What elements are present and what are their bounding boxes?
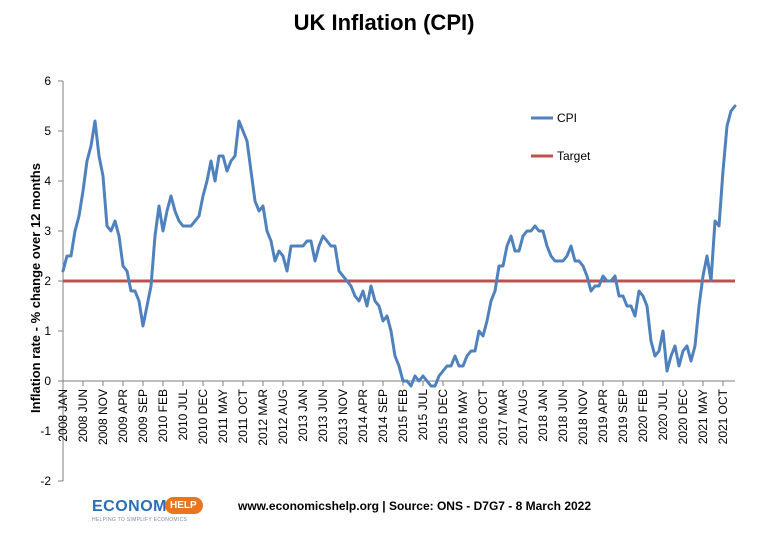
y-tick-label: -1	[40, 424, 51, 438]
y-tick-label: 3	[44, 224, 51, 238]
x-tick-label: 2009 SEP	[136, 389, 150, 443]
legend: CPI Target	[531, 111, 591, 163]
x-tick-label: 2013 JUN	[316, 389, 330, 442]
x-tick-label: 2020 DEC	[676, 389, 690, 445]
x-tick-label: 2017 AUG	[516, 389, 530, 444]
y-tick-label: 5	[44, 124, 51, 138]
x-tick-label: 2013 NOV	[336, 389, 350, 445]
x-tick-label: 2010 DEC	[196, 389, 210, 445]
x-tick-label: 2008 JAN	[56, 389, 70, 442]
x-tick-label: 2012 AUG	[276, 389, 290, 444]
y-tick-label: 1	[44, 324, 51, 338]
x-tick-label: 2018 NOV	[576, 389, 590, 445]
x-tick-label: 2019 SEP	[616, 389, 630, 443]
legend-target-label: Target	[557, 149, 591, 163]
economics-help-logo: ECONOMICS HELP HELPING TO SIMPLIFY ECONO…	[92, 496, 203, 526]
x-tick-label: 2012 MAR	[256, 389, 270, 446]
x-tick-label: 2015 JUL	[416, 389, 430, 441]
source-footer: www.economicshelp.org | Source: ONS - D7…	[238, 499, 592, 513]
x-tick-label: 2015 FEB	[396, 389, 410, 442]
x-tick-label: 2020 JUL	[656, 389, 670, 441]
y-tick-label: -2	[40, 474, 51, 488]
y-tick-label: 6	[44, 74, 51, 88]
cpi-line	[61, 104, 737, 388]
x-tick-label: 2008 JUN	[76, 389, 90, 442]
legend-cpi-label: CPI	[557, 111, 577, 125]
x-tick-label: 2011 MAY	[216, 389, 230, 443]
y-tick-label: 0	[44, 374, 51, 388]
x-tick-label: 2021 OCT	[716, 388, 730, 444]
x-tick-label: 2020 FEB	[636, 389, 650, 442]
x-tick-label: 2016 MAY	[456, 389, 470, 444]
x-tick-label: 2018 JUN	[556, 389, 570, 442]
x-tick-label: 2017 MAR	[496, 389, 510, 446]
logo-tagline: HELPING TO SIMPLIFY ECONOMICS	[92, 517, 188, 523]
x-tick-label: 2013 JAN	[296, 389, 310, 442]
x-tick-label: 2018 JAN	[536, 389, 550, 442]
x-tick-label: 2015 DEC	[436, 389, 450, 445]
chart-title: UK Inflation (CPI)	[294, 10, 475, 35]
x-tick-label: 2008 NOV	[96, 389, 110, 445]
y-axis-label: Inflation rate - % change over 12 months	[28, 163, 43, 413]
x-tick-label: 2009 APR	[116, 389, 130, 443]
logo-badge: HELP	[165, 497, 203, 514]
x-tick-label: 2010 FEB	[156, 389, 170, 442]
plot-area: -2 -1 0 1 2 3 4 5 6 2008 JAN 2008 JUN 2008 NOV 2009 …	[40, 74, 737, 488]
x-tick-label: 2021 MAY	[696, 389, 710, 444]
x-tick-label: 2016 OCT	[476, 388, 490, 444]
x-tick-label: 2014 APR	[356, 389, 370, 443]
x-tick-label: 2019 APR	[596, 389, 610, 443]
x-tick-label: 2011 OCT	[236, 388, 250, 443]
y-tick-label: 2	[44, 274, 51, 288]
x-tick-label: 2014 SEP	[376, 389, 390, 443]
x-tick-label: 2010 JUL	[176, 389, 190, 441]
y-tick-label: 4	[44, 174, 51, 188]
